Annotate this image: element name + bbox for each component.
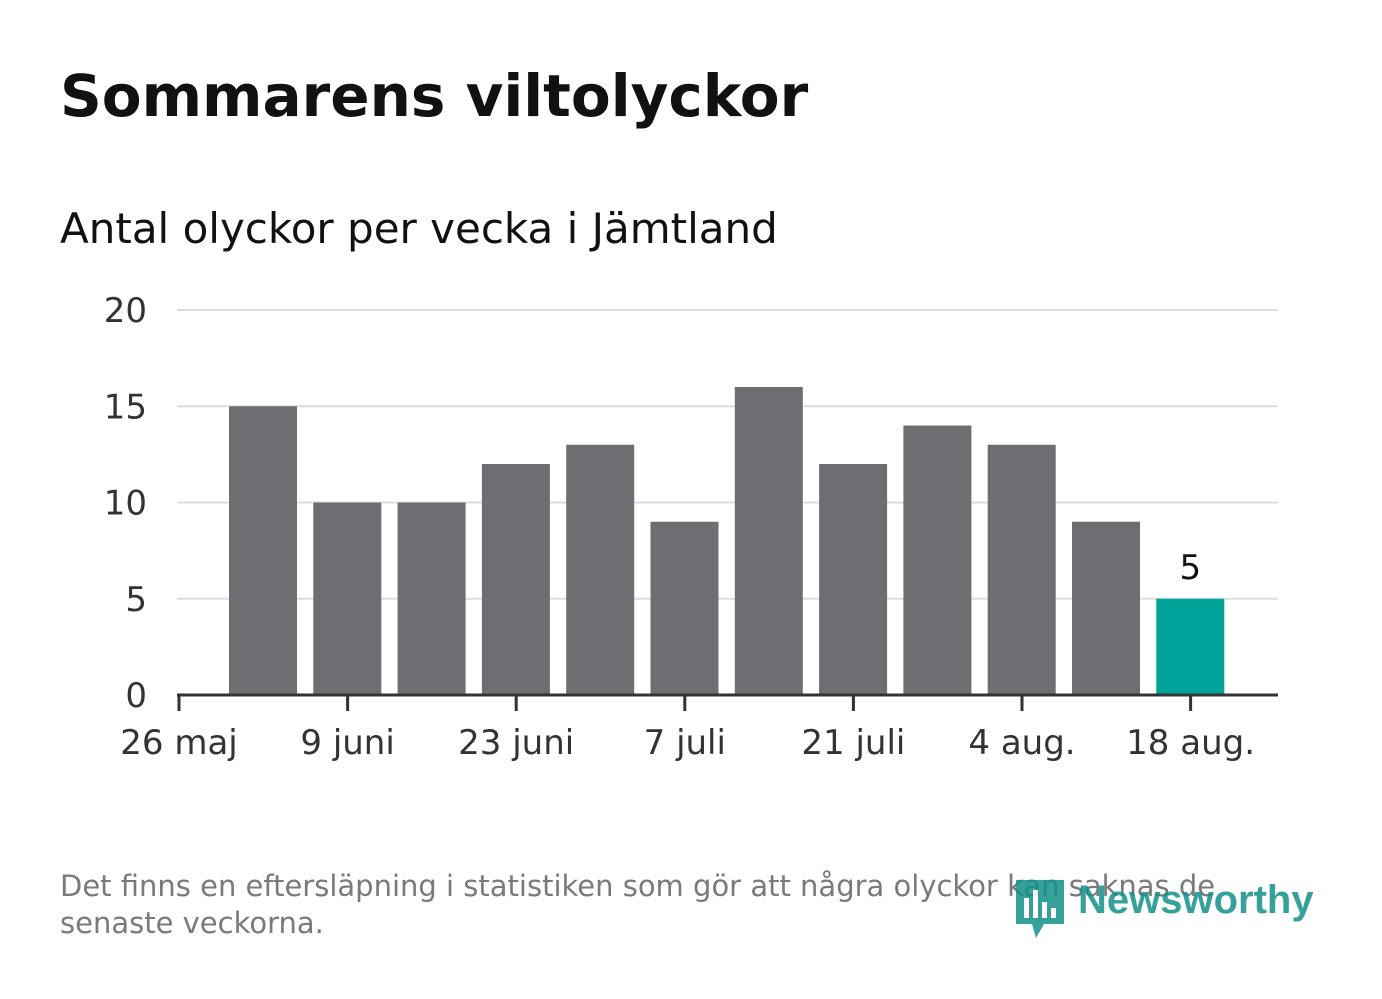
bar: [734, 387, 803, 695]
y-tick-label: 15: [104, 387, 147, 427]
bar: [1156, 598, 1225, 695]
bar-chart-badge-icon: [1016, 880, 1064, 938]
x-tick-label: 9 juni: [300, 723, 394, 763]
bar: [566, 444, 635, 695]
logo-text: Newsworthy: [1078, 878, 1314, 922]
chart-subtitle: Antal olyckor per vecka i Jämtland: [60, 204, 778, 253]
bar: [229, 406, 297, 695]
y-tick-label: 10: [104, 484, 147, 524]
y-tick-label: 0: [125, 676, 147, 716]
x-tick-label: 4 aug.: [968, 723, 1075, 763]
bar: [481, 464, 550, 695]
x-tick-label: 23 juni: [458, 723, 574, 763]
bar: [1072, 521, 1140, 695]
bar: [987, 444, 1056, 695]
y-tick-label: 5: [125, 580, 147, 620]
x-tick-label: 26 maj: [120, 723, 237, 763]
bar: [313, 502, 382, 695]
x-tick-label: 18 aug.: [1126, 723, 1255, 763]
y-tick-label: 20: [104, 291, 147, 331]
bar: [903, 425, 972, 695]
x-tick-label: 21 juli: [801, 723, 905, 763]
data-label: 5: [1179, 548, 1201, 588]
bar: [819, 464, 888, 695]
bar-chart: 0 5 10 15 20 5 26 maj 9 juni 23 juni 7 juli 21 jul…: [104, 291, 1278, 763]
chart-title: Sommarens viltolyckor: [60, 62, 809, 130]
newsworthy-logo: Newsworthy: [1012, 876, 1322, 946]
x-tick-label: 7 juli: [644, 723, 726, 763]
bar: [650, 521, 719, 695]
bar: [397, 502, 466, 695]
